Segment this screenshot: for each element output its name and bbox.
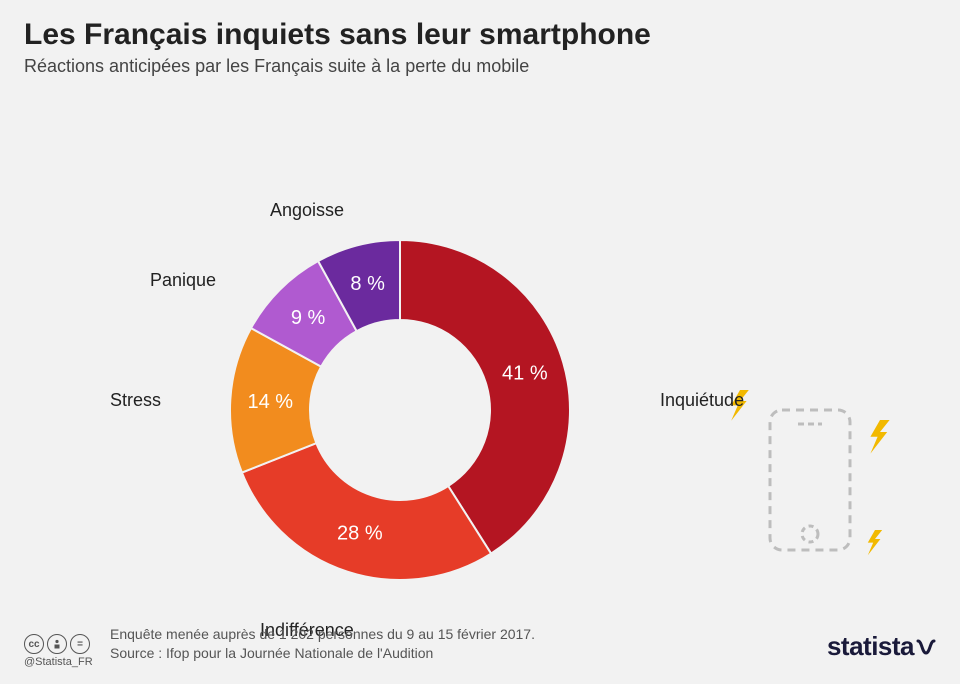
survey-line: Enquête menée auprès de 1 202 personnes … [110,625,535,645]
slice-value: 14 % [247,391,293,413]
slice-value: 8 % [350,273,385,295]
cc-icons: cc = [24,634,93,654]
twitter-handle: @Statista_FR [24,656,93,668]
cc-by-icon [47,634,67,654]
chart-subtitle: Réactions anticipées par les Français su… [24,56,529,77]
slice-label: Stress [110,390,161,411]
lightning-bolt-icon [868,530,882,555]
slice-label: Panique [150,270,216,291]
chart-title: Les Français inquiets sans leur smartpho… [24,18,651,52]
cc-nd-icon: = [70,634,90,654]
slice-value: 28 % [337,523,383,545]
slice-label: Angoisse [270,200,344,221]
slice-value: 41 % [502,363,548,385]
slice-label: Inquiétude [660,390,744,411]
cc-license-block: cc = @Statista_FR [24,634,93,668]
chart-area: 41 %28 %14 %9 %8 % InquiétudeIndifférenc… [0,90,960,590]
cc-icon: cc [24,634,44,654]
footer-text: Enquête menée auprès de 1 202 personnes … [110,625,535,664]
footer: cc = @Statista_FR Enquête menée auprès d… [0,614,960,684]
donut-chart: 41 % 28 % 14 % 9 % 8 % [0,90,960,590]
lightning-bolt-icon [870,420,889,454]
statista-logo-text: statista [827,631,914,661]
infographic-page: { "title": "Les Français inquiets sans l… [0,0,960,684]
source-line: Source : Ifop pour la Journée Nationale … [110,644,535,664]
donut-hole [310,320,490,500]
phone-illustration [731,390,889,555]
statista-logo: statista [827,631,936,664]
slice-value: 9 % [291,307,326,329]
